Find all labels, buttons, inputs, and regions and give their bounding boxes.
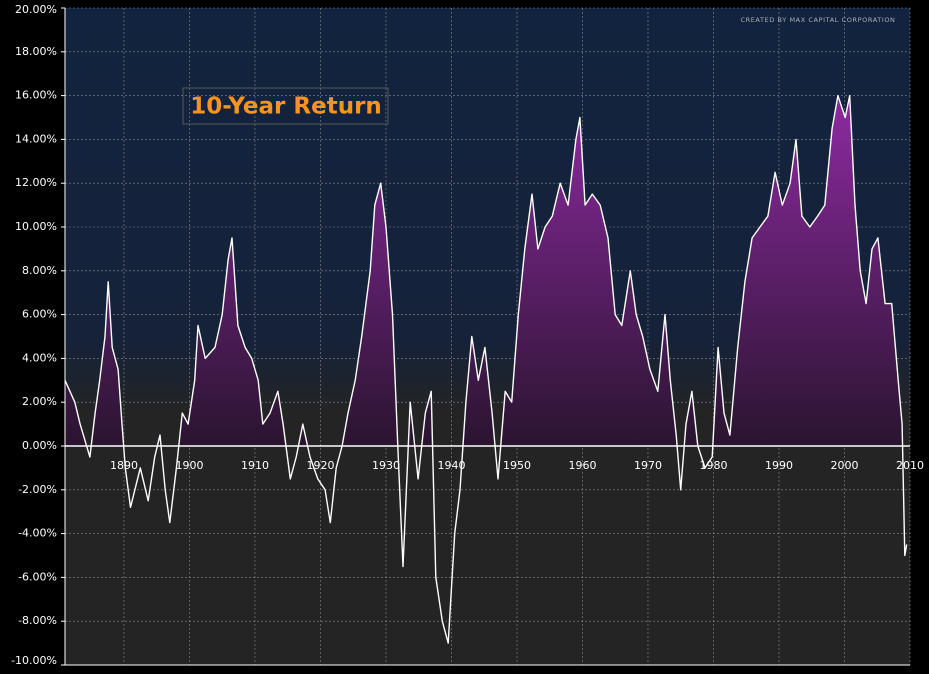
y-tick-label: -4.00% <box>18 527 57 540</box>
x-tick-label: 1920 <box>306 459 334 472</box>
y-tick-label: 18.00% <box>15 45 57 58</box>
y-tick-label: 10.00% <box>15 220 57 233</box>
y-tick-label: -10.00% <box>11 654 57 667</box>
x-tick-label: 1970 <box>634 459 662 472</box>
y-tick-label: 8.00% <box>22 264 57 277</box>
y-tick-label: 2.00% <box>22 395 57 408</box>
credit: CREATED BY MAX CAPITAL CORPORATION <box>740 16 895 24</box>
line <box>64 94 908 644</box>
x-tick-label: 2000 <box>830 459 858 472</box>
x-tick-label: 1990 <box>765 459 793 472</box>
x-tick-label: 1980 <box>699 459 727 472</box>
x-tick-label: 1940 <box>437 459 465 472</box>
title-box <box>182 87 389 125</box>
chart-title: 10-Year Return <box>190 94 382 120</box>
x-tick-label: 2010 <box>896 459 924 472</box>
x-tick-label: 1930 <box>372 459 400 472</box>
x-tick-label: 1910 <box>241 459 269 472</box>
y-tick-label: 4.00% <box>22 351 57 364</box>
x-tick-label: 1900 <box>175 459 203 472</box>
y-tick-label: 12.00% <box>15 176 57 189</box>
x-tick-label: 1950 <box>503 459 531 472</box>
y-tick-label: 0.00% <box>22 439 57 452</box>
y-tick-label: 14.00% <box>15 132 57 145</box>
y-tick-label: 20.00% <box>15 3 57 16</box>
y-tick-label: -2.00% <box>18 483 57 496</box>
y-tick-label: 6.00% <box>22 308 57 321</box>
y-tick-label: 16.00% <box>15 89 57 102</box>
y-tick-label: -8.00% <box>18 614 57 627</box>
area <box>65 95 907 446</box>
x-tick-label: 1890 <box>110 459 138 472</box>
x-tick-label: 1960 <box>568 459 596 472</box>
y-tick-label: -6.00% <box>18 570 57 583</box>
